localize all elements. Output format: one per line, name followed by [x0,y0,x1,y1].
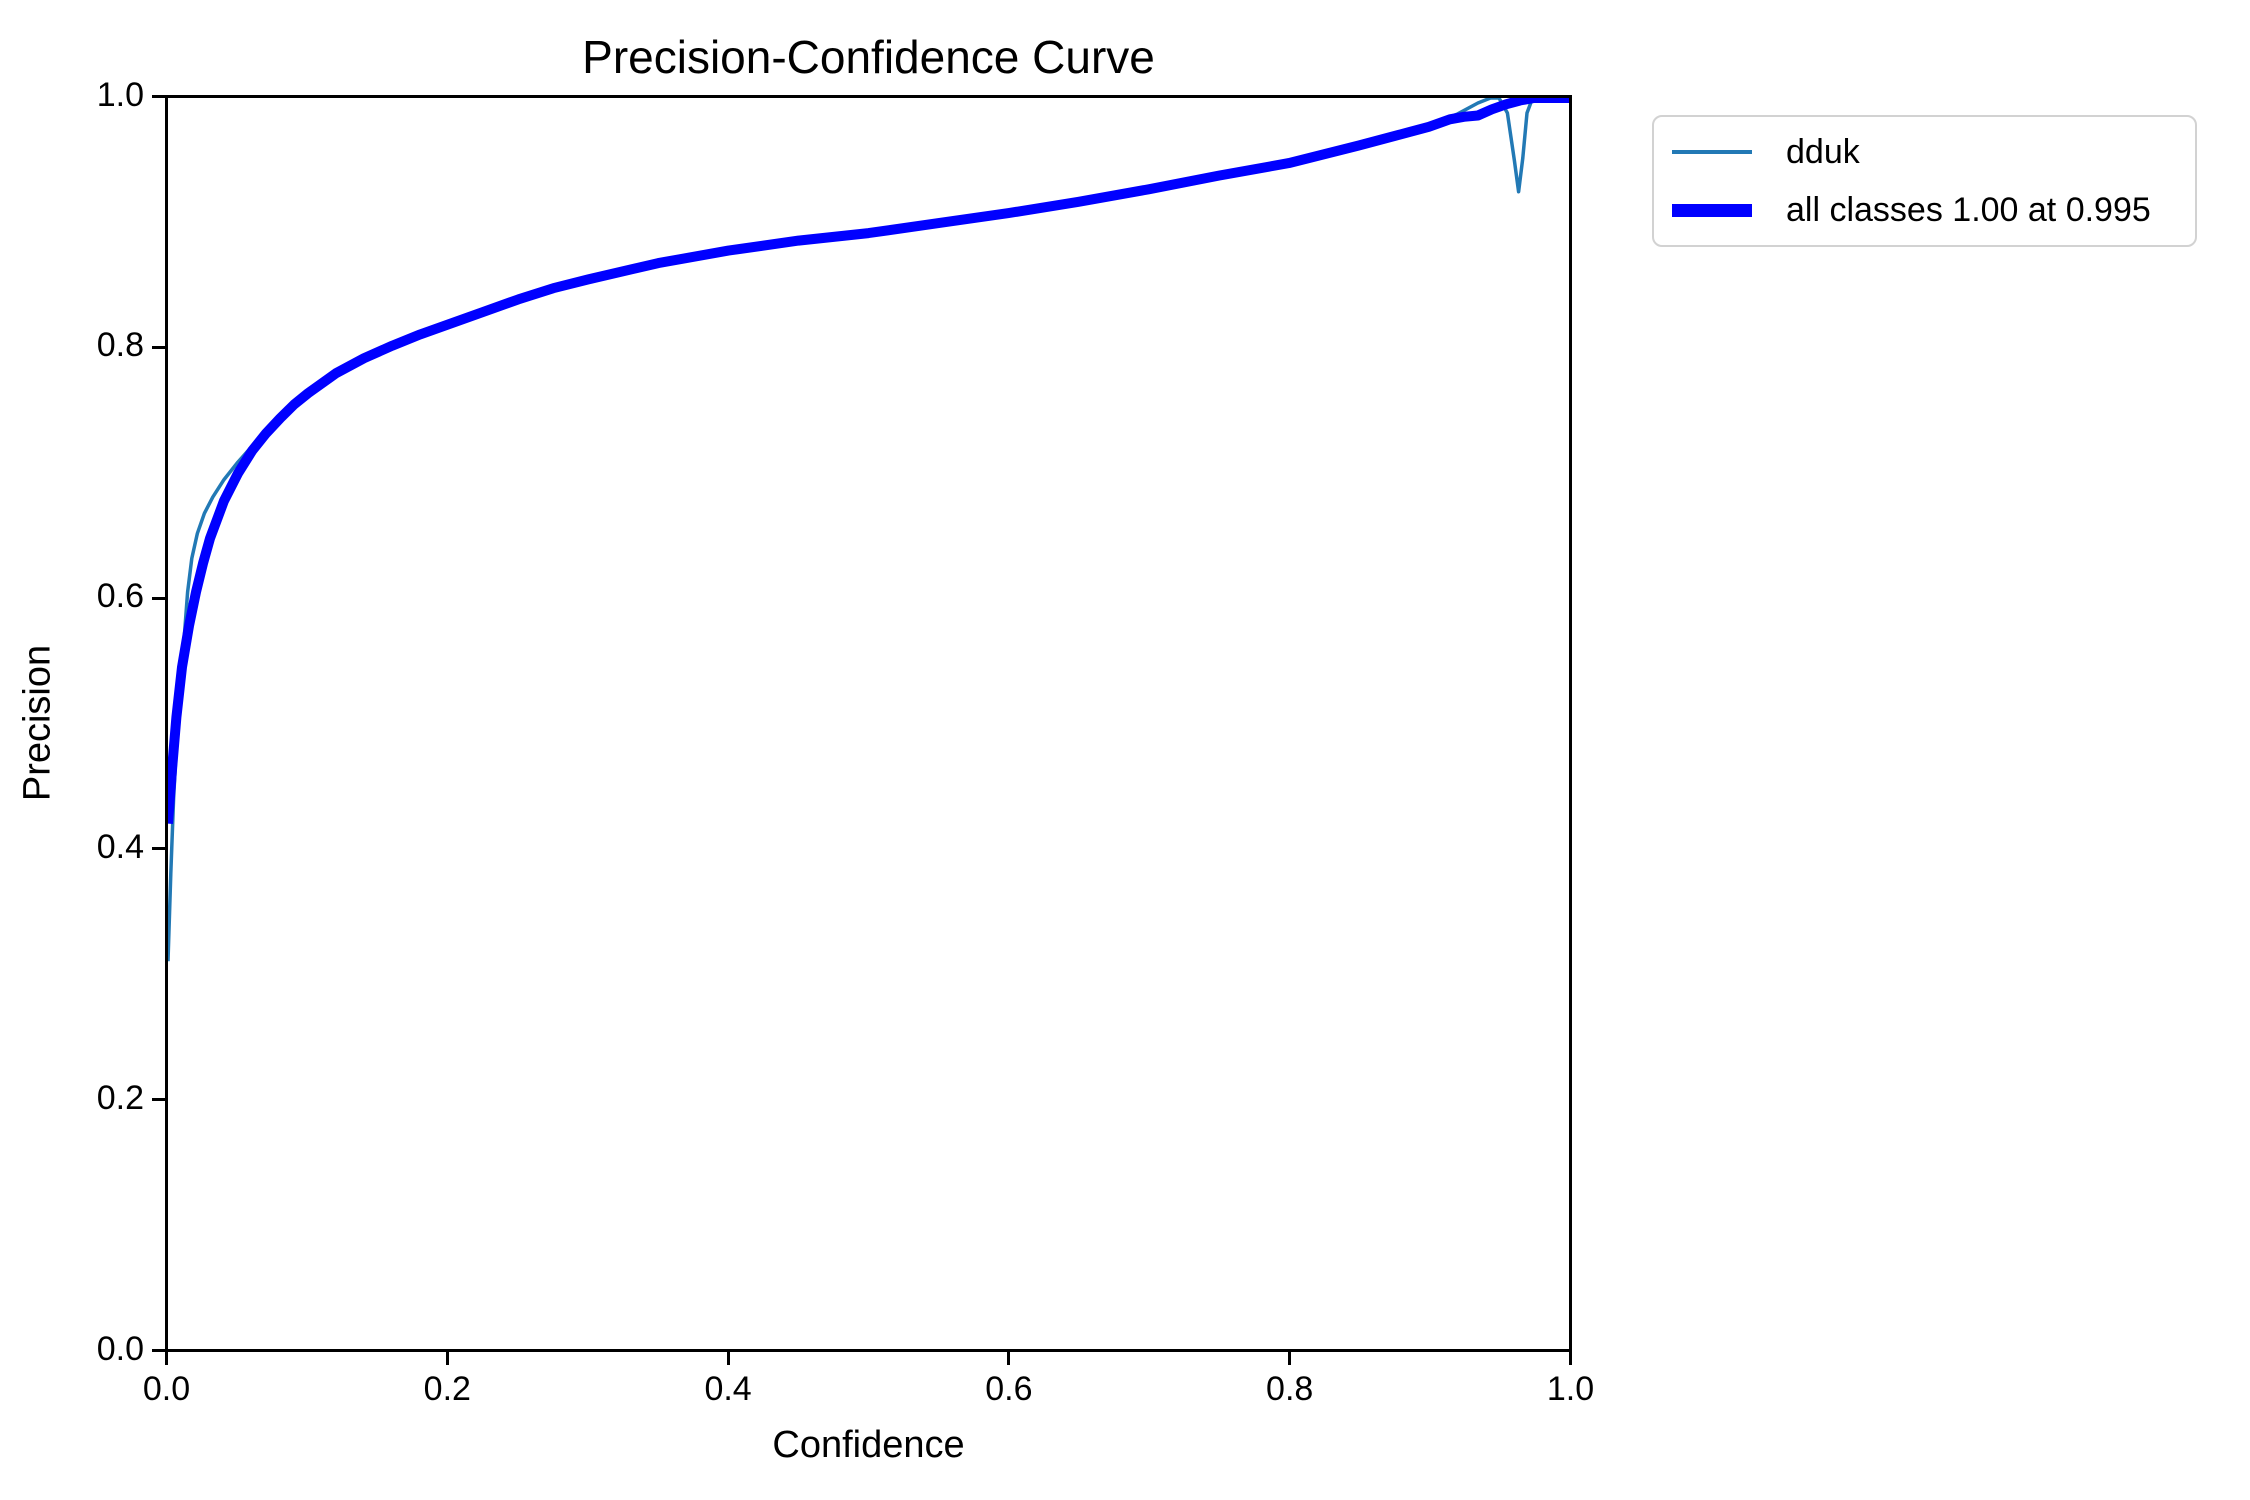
x-tick-mark [165,1352,168,1365]
x-tick-label: 0.2 [423,1370,471,1408]
x-tick-mark [726,1352,730,1365]
y-tick-label: 0.6 [96,577,144,616]
chart-title: Precision-Confidence Curve [582,31,1155,83]
thin-line-swatch-icon [1672,150,1752,154]
legend-row-all-classes: all classes 1.00 at 0.995 [1672,185,2185,235]
y-tick-mark [152,1098,165,1102]
y-tick-mark [152,847,165,851]
y-tick-mark [152,1349,165,1352]
x-tick-mark [445,1352,449,1365]
y-tick-label: 0.0 [96,1329,144,1368]
x-tick-label: 0.6 [985,1370,1033,1408]
x-tick-label: 0.8 [1266,1370,1314,1408]
curves-svg [168,98,1569,962]
thick-line-swatch-icon [1672,203,1752,217]
y-tick-label: 0.8 [96,326,144,365]
x-tick-label: 0.0 [142,1370,191,1408]
y-tick-label: 0.4 [96,827,144,866]
curve-dduk [168,98,1569,962]
x-tick-mark [1007,1352,1011,1365]
x-tick-mark [1288,1352,1292,1365]
x-axis-label: Confidence [772,1424,965,1466]
x-tick-label: 0.4 [704,1370,752,1408]
legend-row-dduk: dduk [1672,127,2185,177]
legend-label-dduk: dduk [1786,132,1860,171]
x-tick-mark [1569,1352,1572,1365]
y-tick-mark [152,596,165,600]
legend: dduk all classes 1.00 at 0.995 [1652,115,2197,247]
legend-label-all-classes: all classes 1.00 at 0.995 [1786,190,2151,229]
y-tick-mark [152,345,165,349]
y-tick-label: 1.0 [96,75,144,114]
x-tick-label: 1.0 [1546,1370,1595,1408]
y-tick-label: 0.2 [96,1078,144,1117]
y-tick-mark [152,95,165,98]
plot-area [165,95,1572,1352]
curve-all-classes-1.00-at-0.995 [168,98,1569,824]
y-axis-label: Precision [16,644,59,802]
